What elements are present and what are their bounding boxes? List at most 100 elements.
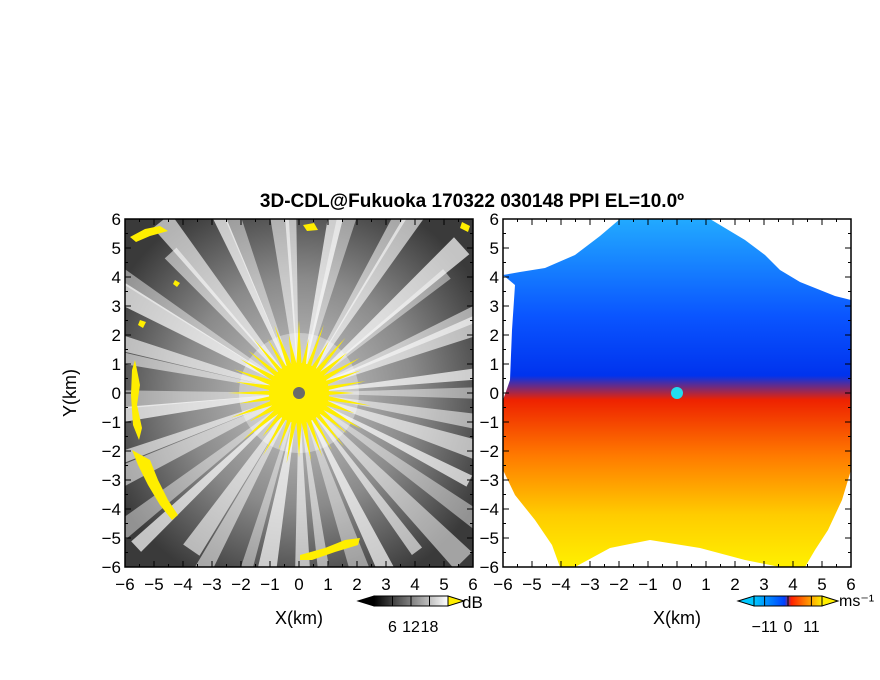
velocity-y-tick-label: −4 (480, 500, 499, 519)
velocity-y-tick-label: 0 (490, 384, 499, 403)
velocity-x-tick-label: −5 (522, 575, 541, 594)
snr-ray (299, 393, 370, 567)
velocity-no-data-top-left (503, 219, 620, 275)
snr-x-tick-label: 0 (294, 575, 303, 594)
snr-x-tick-label: 2 (352, 575, 361, 594)
velocity-y-tick-label: −6 (480, 558, 499, 577)
velocity-plot-area (503, 219, 851, 567)
velocity-x-tick-label: −3 (580, 575, 599, 594)
snr-x-tick-label: 5 (439, 575, 448, 594)
snr-y-tick-label: −1 (102, 413, 121, 432)
snr-colorbar-under (356, 595, 375, 607)
snr-edge-echo (130, 226, 168, 242)
velocity-y-tick-label: 2 (490, 326, 499, 345)
velocity-x-tick-label: 2 (730, 575, 739, 594)
snr-ray (299, 316, 473, 393)
snr-y-tick-label: −4 (102, 500, 121, 519)
snr-edge-echo (132, 450, 178, 520)
velocity-x-axis-label: X(km) (653, 608, 701, 628)
snr-ray (299, 393, 473, 459)
snr-ray (183, 393, 299, 556)
snr-colorbar-ticks: 6 12 18 (388, 596, 439, 636)
velocity-y-axis: 6 5 4 3 2 1 0 −1 −2 −3 −4 −5 −6 (480, 210, 851, 577)
snr-panel: −6 −5 −4 −3 −2 −1 0 1 2 3 4 5 6 6543210−1−2−3−4−5−6 … (60, 210, 483, 636)
snr-ray (125, 390, 299, 409)
snr-edge-echo (131, 360, 142, 440)
snr-ray (299, 219, 343, 393)
snr-ray (299, 368, 473, 393)
snr-edge-echo (300, 538, 360, 560)
velocity-x-tick-label: 1 (701, 575, 710, 594)
snr-y-tick-label: −5 (102, 529, 121, 548)
snr-y-tick-label: 2 (112, 326, 121, 345)
snr-ray (299, 219, 424, 393)
velocity-y-tick-label: −2 (480, 442, 499, 461)
snr-y-axis: 6 5 4 3 2 1 0 −1 −2 −3 −4 −5 −6 (102, 210, 473, 577)
snr-colorbar-unit: dB (462, 593, 483, 612)
snr-plot-area (125, 219, 473, 567)
snr-ray (194, 393, 299, 567)
velocity-colorbar: −11 0 11 ms⁻¹ (736, 593, 874, 636)
snr-ray (125, 282, 299, 393)
snr-x-axis-label: X(km) (275, 608, 323, 628)
snr-edge-echo (138, 320, 146, 328)
snr-colorbar-tick-label: 6 (388, 619, 397, 636)
snr-x-tick-label: −3 (202, 575, 221, 594)
snr-ray (299, 393, 423, 556)
chart-title: 3D-CDL@Fukuoka 170322 030148 PPI EL=10.0… (260, 191, 684, 212)
snr-edge-echo (303, 223, 318, 231)
velocity-x-tick-label: 4 (788, 575, 797, 594)
velocity-x-axis: −6 −5 −4 −3 −2 −1 0 1 2 3 4 5 6 (493, 219, 856, 594)
velocity-no-data-bottom-mid (575, 540, 780, 567)
velocity-x-tick-label: 5 (817, 575, 826, 594)
snr-y-tick-label: 1 (112, 355, 121, 374)
snr-y-tick-label: −3 (102, 471, 121, 490)
velocity-y-tick-label: 1 (490, 355, 499, 374)
velocity-no-data-top-right (710, 219, 851, 300)
velocity-y-tick-label: 3 (490, 297, 499, 316)
velocity-x-tick-label: −1 (638, 575, 657, 594)
velocity-y-tick-label: −3 (480, 471, 499, 490)
velocity-y-tick-label: −5 (480, 529, 499, 548)
velocity-y-tick-label: −1 (480, 413, 499, 432)
snr-colorbar: 6 12 18 dB (356, 593, 483, 636)
velocity-center-marker (671, 387, 683, 399)
snr-colorbar-tick-label: 12 (402, 619, 420, 636)
velocity-x-tick-label: −6 (493, 575, 512, 594)
snr-ray (240, 393, 299, 567)
velocity-x-tick-label: −2 (609, 575, 628, 594)
snr-x-axis: −6 −5 −4 −3 −2 −1 0 1 2 3 4 5 6 (115, 219, 478, 594)
snr-x-tick-label: 4 (410, 575, 419, 594)
snr-y-tick-label: 5 (112, 239, 121, 258)
velocity-y-tick-label: 5 (490, 239, 499, 258)
snr-x-tick-label: −5 (144, 575, 163, 594)
snr-y-tick-label: 4 (112, 268, 121, 287)
velocity-colorbar-tick-label: 11 (803, 619, 820, 636)
snr-x-tick-label: −1 (260, 575, 279, 594)
snr-edge-echo (173, 280, 180, 287)
velocity-colorbar-over (821, 595, 840, 607)
velocity-no-data-bottom-right (805, 470, 851, 567)
snr-ray (125, 393, 299, 422)
snr-colorbar-tick-label: 18 (421, 619, 439, 636)
snr-ray (258, 393, 299, 567)
snr-colorbar-over (447, 595, 466, 607)
snr-y-tick-label: −2 (102, 442, 121, 461)
snr-ray (299, 219, 357, 393)
velocity-no-data-region (503, 219, 851, 567)
snr-ray (299, 393, 472, 567)
velocity-y-tick-label: 6 (490, 210, 499, 229)
snr-x-tick-label: −4 (173, 575, 192, 594)
snr-center-marker (293, 387, 305, 399)
velocity-colorbar-tick-label: 0 (784, 619, 793, 636)
snr-ray (225, 219, 299, 393)
snr-x-tick-label: −2 (231, 575, 250, 594)
snr-y-tick-label: 6 (112, 210, 121, 229)
velocity-x-tick-label: −4 (551, 575, 570, 594)
velocity-x-tick-label: 6 (846, 575, 855, 594)
snr-y-axis-label: Y(km) (60, 369, 80, 417)
snr-x-tick-label: 1 (323, 575, 332, 594)
velocity-no-data-bottom (503, 470, 560, 567)
snr-ray (164, 247, 299, 393)
